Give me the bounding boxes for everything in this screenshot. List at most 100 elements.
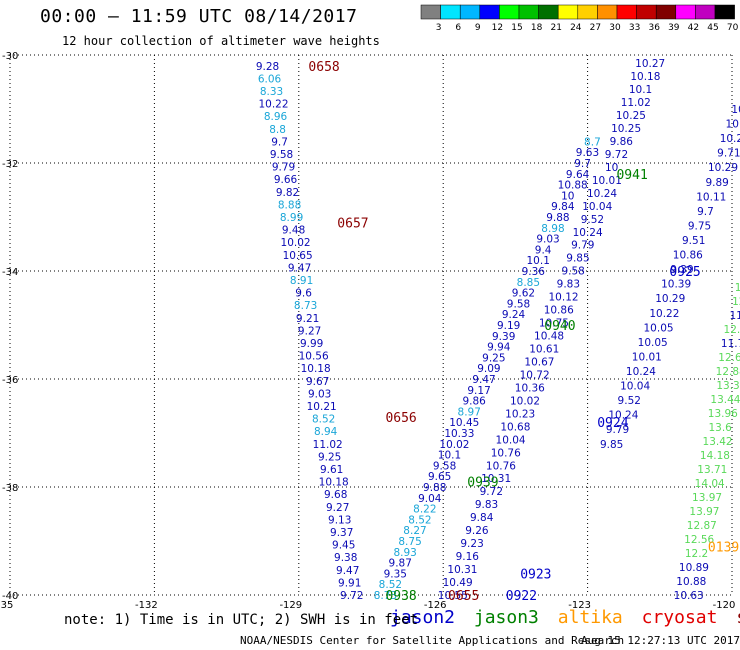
swh-point-jason2: 10.75 — [539, 318, 569, 330]
swh-point-s3a: 10.21 — [307, 401, 337, 413]
swh-point-s3a: 9.38 — [334, 552, 357, 564]
swh-point-s3a: 9.13 — [328, 514, 351, 526]
swh-point-s3a: 8.99 — [280, 212, 303, 224]
swh-point-s3a: 9.25 — [318, 451, 341, 463]
swh-point-jason2: 10.76 — [486, 460, 516, 472]
swh-point-s3a: 8.73 — [294, 300, 317, 312]
colorbar-swatch — [557, 4, 579, 20]
colorbar-label: 42 — [688, 23, 699, 33]
x-tick-label: -132 — [135, 600, 158, 611]
colorbar-label: 18 — [531, 23, 543, 33]
swh-point-jason2: 10.26 — [720, 133, 740, 145]
swh-point-altika: 12.1 — [732, 296, 740, 308]
swh-point-jason2: 10.29 — [708, 162, 738, 174]
y-tick-label: -36 — [2, 375, 18, 386]
colorbar-swatch — [538, 4, 559, 20]
swh-point-altika: 10.89 — [679, 562, 709, 574]
swh-point-jason2: 10.36 — [515, 382, 545, 394]
swh-point-jason3: 10.1 — [438, 450, 461, 462]
x-tick-label: -120 — [713, 600, 736, 611]
legend-jason2: jason2 — [390, 607, 456, 628]
pass-label-jason3: 0940 — [544, 319, 575, 334]
swh-point-jason2: 9.16 — [456, 551, 480, 563]
colorbar-label: 39 — [668, 23, 680, 33]
swh-point-s3a: 9.21 — [296, 313, 319, 325]
swh-point-s3a: 8.88 — [278, 199, 301, 211]
swh-point-s3a: 9.48 — [282, 225, 305, 237]
swh-point-s3a: 9.47 — [288, 262, 311, 274]
swh-point-altika: 11.9 — [729, 310, 740, 322]
swh-point-altika: 12.88 — [716, 366, 740, 378]
colorbar-label: 21 — [550, 23, 561, 33]
swh-point-jason3: 8.93 — [393, 547, 416, 559]
swh-point-jason3: 9.58 — [507, 298, 530, 310]
chart-title: 00:00 – 11:59 UTC 08/14/2017 — [40, 6, 358, 27]
swh-point-altika: 13.96 — [708, 408, 738, 420]
swh-point-jason2: 10.24 — [573, 227, 603, 239]
swh-point-jason2: 10.68 — [500, 421, 530, 433]
swh-point-jason3: 9.47 — [472, 374, 495, 386]
swh-point-jason2: 10.22 — [649, 308, 679, 320]
colorbar-label: 15 — [511, 23, 522, 33]
swh-point-jason3: 9.62 — [512, 288, 535, 300]
swh-point-s3a: 9.67 — [306, 376, 329, 388]
colorbar-label: 24 — [570, 23, 582, 33]
swh-point-jason2: 9.51 — [682, 235, 705, 247]
swh-point-jason2: 10.1 — [629, 84, 652, 96]
swh-point-jason3: 8.97 — [458, 406, 481, 418]
swh-point-jason2: 9.52 — [581, 214, 604, 226]
y-tick-label: -32 — [2, 159, 18, 170]
swh-point-jason3: 8.52 — [379, 579, 402, 591]
swh-point-jason3: 9.88 — [423, 482, 446, 494]
swh-point-jason2: 10.39 — [661, 279, 691, 291]
swh-point-jason3: 8.75 — [398, 536, 421, 548]
swh-point-s3a: 9.72 — [340, 590, 363, 602]
swh-point-jason2: 10.72 — [520, 369, 550, 381]
swh-point-jason2: 9.7 — [697, 206, 714, 218]
swh-point-jason2: 10.25 — [616, 110, 646, 122]
swh-point-jason2: 9.26 — [465, 525, 489, 537]
swh-point-jason2: 10.01 — [592, 175, 622, 187]
colorbar-swatch — [675, 4, 696, 20]
swh-point-jason2: 9.79 — [571, 240, 594, 252]
colorbar-swatch — [655, 4, 677, 20]
swh-point-jason2: 10.67 — [524, 356, 554, 368]
colorbar-label: 30 — [609, 23, 621, 33]
swh-point-jason2: 10.31 — [447, 564, 477, 576]
footer-note: note: 1) Time is in UTC; 2) SWH is in fe… — [64, 612, 419, 628]
swh-point-jason2: 10.27 — [635, 58, 665, 70]
swh-point-s3a: 8.8 — [269, 124, 286, 136]
swh-point-jason3: 8.7 — [584, 136, 601, 148]
swh-point-jason2: 10.49 — [443, 577, 473, 589]
swh-point-altika: 13.44 — [710, 394, 740, 406]
colorbar-swatch — [459, 4, 481, 20]
swh-point-s3a: 6.06 — [258, 73, 282, 85]
swh-point-jason3: 8.22 — [413, 504, 436, 516]
footer-credit: NOAA/NESDIS Center for Satellite Applica… — [240, 634, 625, 647]
swh-point-jason3: 10 — [561, 190, 574, 202]
swh-point-s3a: 9.79 — [272, 162, 295, 174]
pass-label-altika: 0139 — [708, 540, 739, 555]
swh-point-jason3: 9.64 — [566, 169, 590, 181]
pass-label-s3a: 0658 — [308, 60, 339, 75]
swh-point-jason3: 10.33 — [444, 428, 474, 440]
chart-subtitle: 12 hour collection of altimeter wave hei… — [62, 34, 380, 48]
colorbar-swatch — [499, 4, 520, 20]
y-tick-label: -38 — [2, 483, 18, 494]
colorbar-swatch — [479, 4, 500, 20]
colorbar-swatch — [636, 4, 657, 20]
swh-point-jason3: 9.04 — [418, 493, 442, 505]
axis-tick-labels: -135 -132 -129 -126 -123 -120 -30 -32 -34 -36 -38 -… — [0, 51, 735, 611]
swh-point-jason3: 9.86 — [462, 396, 486, 408]
swh-point-jason2: 9.23 — [460, 538, 483, 550]
pass-time-labels: 0658 0657 0656 0655 0941 0940 0939 0938 0925 0924… — [308, 60, 739, 604]
swh-point-jason2: 10.04 — [620, 381, 650, 393]
swh-point-jason2: 10.76 — [491, 447, 521, 459]
swh-point-jason3: 10.02 — [439, 439, 469, 451]
swh-point-s3a: 10.02 — [281, 237, 311, 249]
swh-point-jason2: 9.75 — [688, 220, 711, 232]
swh-point-s3a: 9.27 — [298, 325, 321, 337]
swh-point-jason2: 10.61 — [529, 344, 559, 356]
swh-point-jason2: 10.23 — [505, 408, 535, 420]
